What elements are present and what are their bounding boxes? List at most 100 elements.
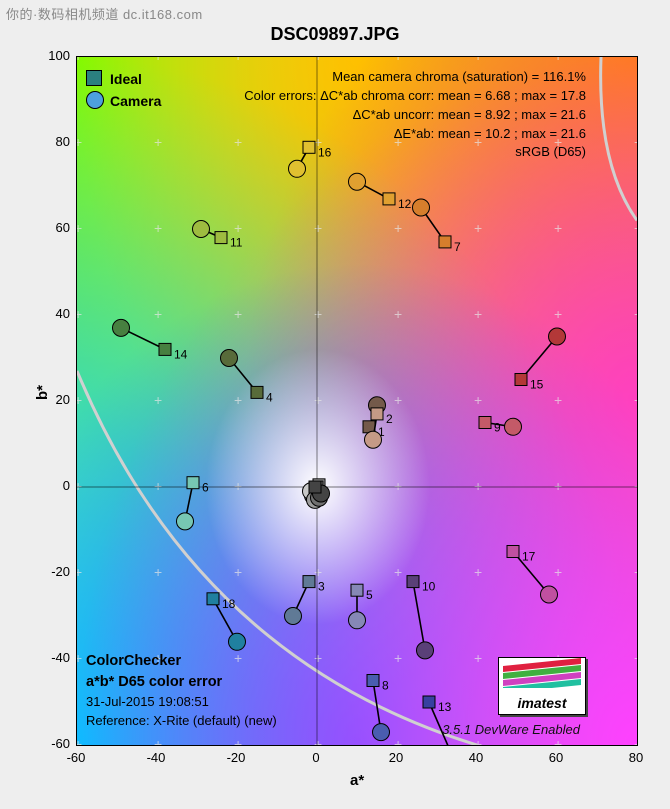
svg-text:18: 18 — [222, 597, 236, 611]
svg-text:+: + — [77, 134, 82, 150]
y-tick: -40 — [42, 650, 70, 665]
svg-text:+: + — [474, 306, 482, 322]
y-tick: 20 — [42, 392, 70, 407]
svg-text:+: + — [77, 220, 82, 236]
svg-text:+: + — [154, 134, 162, 150]
svg-text:+: + — [154, 392, 162, 408]
legend-camera-label: Camera — [110, 93, 161, 109]
svg-text:13: 13 — [438, 700, 452, 714]
svg-text:+: + — [234, 220, 242, 236]
footer-space: a*b* D65 color error — [86, 672, 277, 693]
svg-text:+: + — [77, 57, 82, 64]
svg-text:+: + — [77, 306, 82, 322]
stats-line-5: sRGB (D65) — [244, 143, 586, 162]
logo-stripes — [499, 658, 585, 693]
legend-ideal-label: Ideal — [110, 71, 142, 87]
svg-text:+: + — [634, 220, 637, 236]
svg-text:+: + — [314, 392, 322, 408]
x-tick: 60 — [546, 750, 566, 765]
svg-text:+: + — [77, 650, 82, 666]
svg-text:+: + — [234, 392, 242, 408]
footer-reference: Reference: X-Rite (default) (new) — [86, 712, 277, 731]
svg-text:+: + — [634, 134, 637, 150]
svg-text:+: + — [154, 478, 162, 494]
svg-text:+: + — [634, 478, 637, 494]
svg-text:+: + — [77, 478, 82, 494]
y-tick: -20 — [42, 564, 70, 579]
stats-line-2: Color errors: ΔC*ab chroma corr: mean = … — [244, 87, 586, 106]
svg-text:+: + — [394, 392, 402, 408]
svg-text:+: + — [634, 306, 637, 322]
svg-text:12: 12 — [398, 197, 412, 211]
svg-text:+: + — [314, 736, 322, 745]
svg-text:+: + — [234, 564, 242, 580]
svg-text:+: + — [394, 478, 402, 494]
svg-text:8: 8 — [382, 679, 389, 693]
y-tick: 40 — [42, 306, 70, 321]
legend: Ideal Camera — [86, 68, 161, 113]
svg-text:+: + — [554, 736, 562, 745]
y-tick: 100 — [42, 48, 70, 63]
svg-text:+: + — [634, 392, 637, 408]
svg-text:+: + — [77, 564, 82, 580]
svg-text:5: 5 — [366, 588, 373, 602]
svg-text:+: + — [634, 57, 637, 64]
svg-text:+: + — [394, 564, 402, 580]
svg-text:7: 7 — [454, 240, 461, 254]
svg-text:+: + — [634, 564, 637, 580]
svg-text:+: + — [394, 220, 402, 236]
svg-text:+: + — [554, 57, 562, 64]
svg-text:+: + — [394, 306, 402, 322]
legend-ideal-swatch — [86, 70, 102, 86]
footer-block: ColorChecker a*b* D65 color error 31-Jul… — [86, 651, 277, 731]
svg-text:4: 4 — [266, 390, 273, 404]
svg-text:6: 6 — [202, 481, 209, 495]
svg-text:+: + — [314, 220, 322, 236]
svg-text:+: + — [554, 478, 562, 494]
svg-text:+: + — [154, 57, 162, 64]
svg-text:+: + — [394, 650, 402, 666]
svg-text:10: 10 — [422, 580, 436, 594]
stats-line-3: ΔC*ab uncorr: mean = 8.92 ; max = 21.6 — [244, 106, 586, 125]
svg-text:+: + — [554, 564, 562, 580]
x-axis-label: a* — [350, 772, 364, 789]
svg-text:+: + — [554, 220, 562, 236]
page-container: 你的·数码相机频道 dc.it168.com DSC09897.JPG — [0, 0, 670, 809]
svg-text:9: 9 — [494, 421, 501, 435]
y-tick: 80 — [42, 134, 70, 149]
stats-line-4: ΔE*ab: mean = 10.2 ; max = 21.6 — [244, 125, 586, 144]
logo-text: imatest — [499, 693, 585, 711]
footer-name: ColorChecker — [86, 651, 277, 672]
x-tick: 80 — [626, 750, 646, 765]
svg-text:17: 17 — [522, 550, 536, 564]
svg-text:2: 2 — [386, 412, 393, 426]
x-tick: 40 — [466, 750, 486, 765]
svg-text:+: + — [474, 57, 482, 64]
x-tick: 20 — [386, 750, 406, 765]
svg-text:+: + — [154, 220, 162, 236]
svg-text:+: + — [474, 392, 482, 408]
svg-text:+: + — [474, 650, 482, 666]
svg-text:+: + — [154, 306, 162, 322]
svg-text:3: 3 — [318, 580, 325, 594]
stats-block: Mean camera chroma (saturation) = 116.1%… — [244, 68, 586, 162]
svg-text:+: + — [234, 306, 242, 322]
svg-text:+: + — [394, 57, 402, 64]
svg-text:+: + — [474, 478, 482, 494]
stats-line-1: Mean camera chroma (saturation) = 116.1% — [244, 68, 586, 87]
legend-camera-swatch — [86, 91, 104, 109]
svg-text:+: + — [634, 736, 637, 745]
svg-text:+: + — [314, 57, 322, 64]
svg-text:+: + — [634, 650, 637, 666]
svg-text:+: + — [154, 564, 162, 580]
x-tick: -60 — [66, 750, 86, 765]
svg-text:+: + — [314, 650, 322, 666]
devware-label: 3.5.1 DevWare Enabled — [442, 722, 580, 737]
svg-text:+: + — [234, 736, 242, 745]
svg-text:15: 15 — [530, 378, 544, 392]
svg-text:14: 14 — [174, 347, 188, 361]
svg-text:+: + — [554, 306, 562, 322]
svg-text:+: + — [474, 564, 482, 580]
svg-text:11: 11 — [230, 236, 243, 250]
y-tick: 0 — [42, 478, 70, 493]
